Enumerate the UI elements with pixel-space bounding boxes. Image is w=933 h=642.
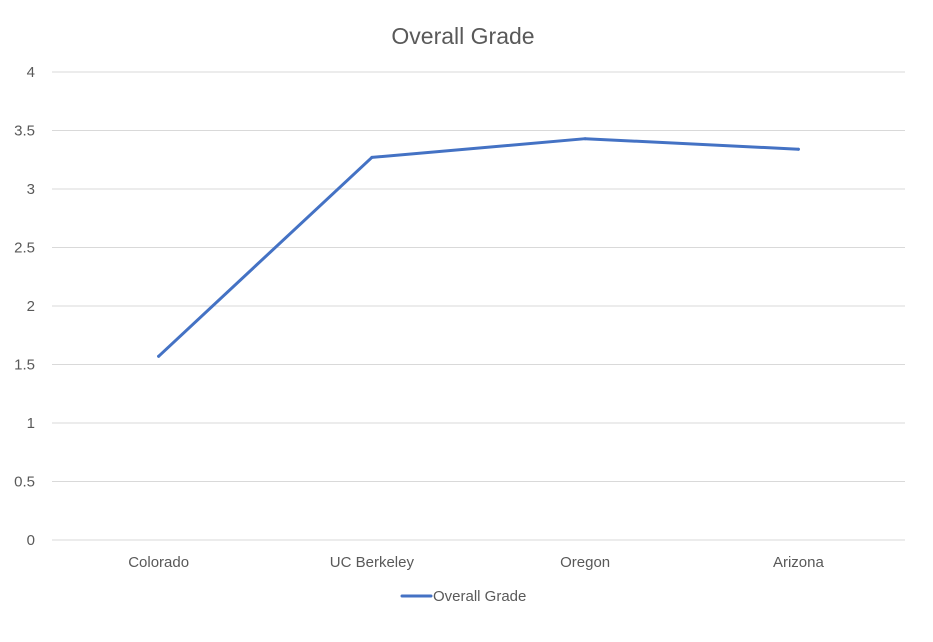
y-tick-label: 1.5 (14, 357, 35, 374)
data-point (157, 354, 161, 358)
y-tick-label: 0 (27, 532, 35, 549)
y-tick-label: 1 (27, 415, 35, 432)
y-tick-label: 4 (27, 64, 35, 81)
data-point (370, 155, 374, 159)
x-tick-label: Arizona (773, 554, 825, 571)
data-point (583, 137, 587, 141)
y-tick-label: 3 (27, 181, 35, 198)
y-tick-label: 3.5 (14, 123, 35, 140)
x-tick-label: Colorado (128, 554, 189, 571)
legend-label: Overall Grade (433, 588, 526, 605)
x-tick-label: UC Berkeley (330, 554, 415, 571)
series-line (157, 137, 800, 358)
y-axis-tick-labels: 0 0.5 1 1.5 2 2.5 3 3.5 4 (14, 64, 35, 549)
series-layer (157, 137, 800, 358)
data-point (796, 147, 800, 151)
chart-title: Overall Grade (391, 23, 534, 49)
x-tick-label: Oregon (560, 554, 610, 571)
y-tick-label: 2 (27, 298, 35, 315)
gridlines (52, 71, 905, 541)
x-axis-tick-labels: Colorado UC Berkeley Oregon Arizona (128, 554, 824, 571)
y-tick-label: 0.5 (14, 474, 35, 491)
legend: Overall Grade (400, 588, 526, 605)
y-tick-label: 2.5 (14, 240, 35, 257)
